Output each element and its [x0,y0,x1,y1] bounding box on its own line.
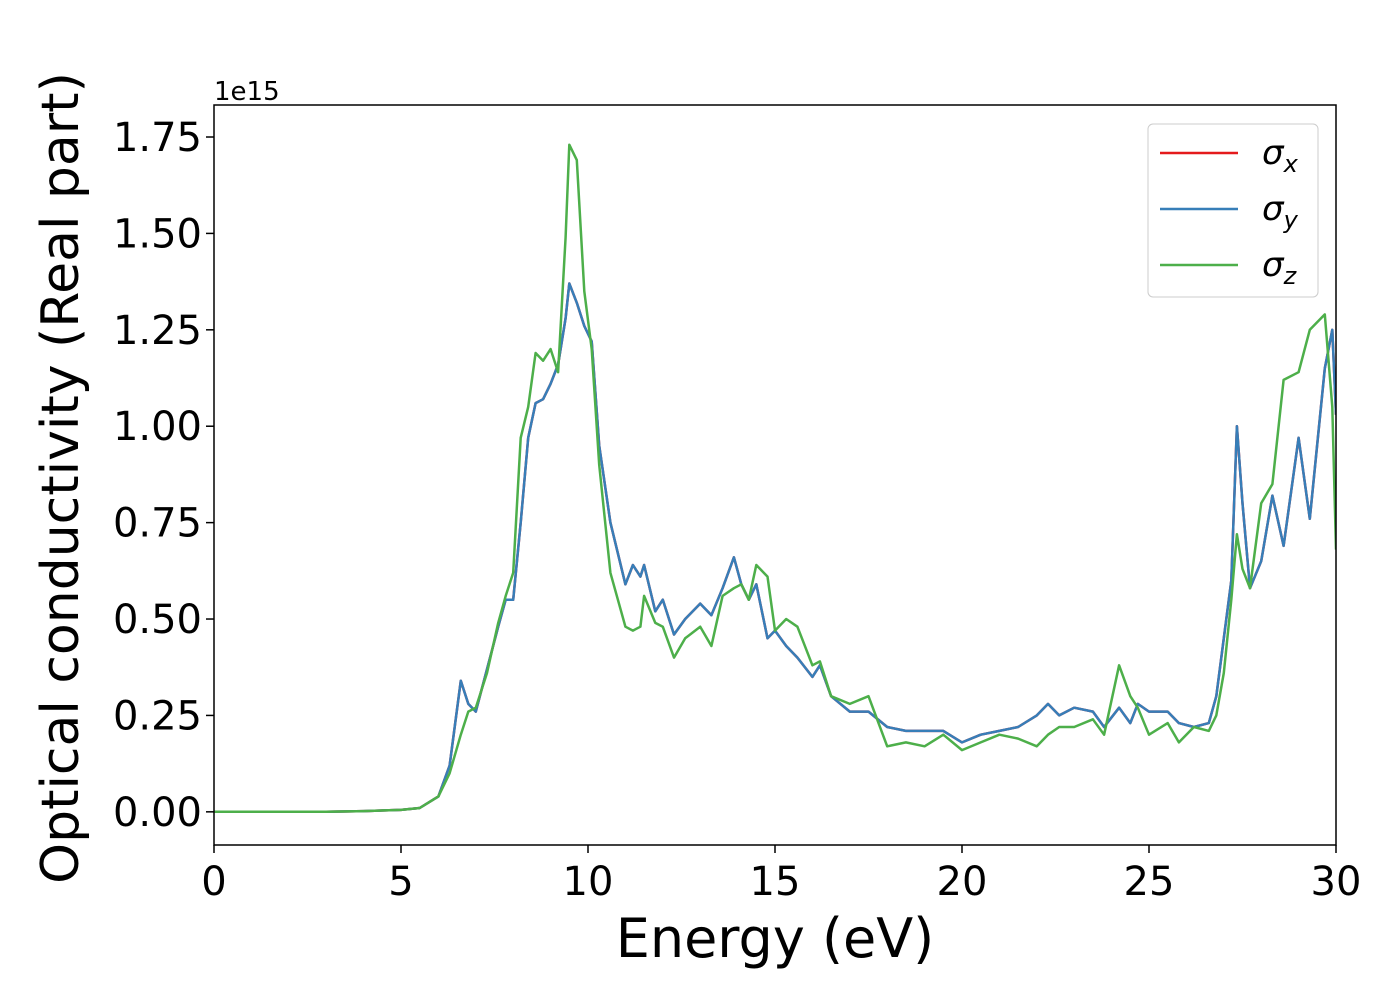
x-tick-label: 15 [750,859,801,905]
x-tick-label: 30 [1311,859,1362,905]
y-offset-label: 1e15 [214,77,280,107]
y-tick-label: 0.25 [113,693,202,739]
line-series [214,282,1336,814]
y-tick-label: 1.25 [113,308,202,354]
y-tick-label: 0.50 [113,597,202,643]
legend-box [1147,123,1319,298]
line-series [214,143,1336,814]
y-tick-label: 1.50 [113,211,202,257]
x-tick-label: 10 [563,859,614,905]
x-tick-label: 25 [1124,859,1175,905]
y-tick-label: 1.75 [113,115,202,161]
y-tick-label: 0.00 [113,790,202,836]
y-tick-label: 0.75 [113,501,202,547]
line-series [214,282,1336,814]
x-tick-label: 0 [201,859,226,905]
x-axis-label: Energy (eV) [616,907,935,970]
x-tick-label: 20 [937,859,988,905]
x-tick-label: 5 [388,859,413,905]
plot-frame [213,104,1337,846]
y-tick-label: 1.00 [113,404,202,450]
y-axis-label: Optical conductivity (Real part) [31,72,91,884]
